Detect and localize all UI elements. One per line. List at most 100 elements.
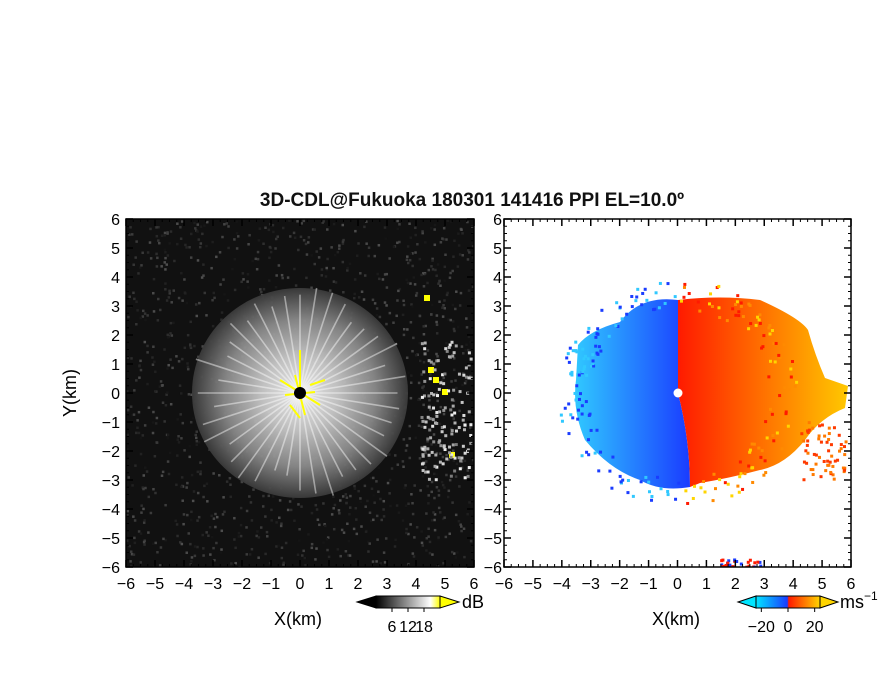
y-tick-label: −2 [484, 444, 502, 461]
noise-pixel [180, 476, 184, 479]
noise-pixel [436, 355, 439, 358]
noise-pixel [147, 531, 150, 534]
noise-pixel [155, 226, 158, 229]
noise-pixel [155, 234, 159, 238]
noise-pixel [451, 269, 454, 273]
noise-pixel [433, 518, 436, 522]
noise-pixel [147, 495, 151, 499]
velocity-pixel [726, 482, 730, 486]
velocity-pixel [717, 306, 721, 310]
noise-pixel [220, 318, 223, 321]
distant-echo-pixel [444, 434, 448, 438]
colorbar-tick-label: 18 [415, 619, 433, 636]
echo-streak [299, 392, 335, 496]
noise-pixel [259, 526, 263, 529]
noise-pixel [435, 320, 438, 324]
noise-pixel [132, 553, 136, 556]
noise-pixel [347, 554, 350, 557]
velocity-far-pixel [843, 453, 847, 457]
distant-echo-pixel [429, 391, 433, 395]
noise-pixel [196, 519, 199, 522]
noise-pixel [172, 289, 176, 292]
velocity-far-pixel [831, 464, 835, 468]
noise-pixel [222, 278, 225, 281]
noise-pixel [457, 244, 461, 247]
velocity-pixel [575, 384, 579, 388]
distant-echo-pixel [442, 445, 446, 449]
noise-pixel [186, 333, 190, 337]
noise-pixel [436, 399, 439, 403]
velocity-pixel [650, 494, 654, 498]
noise-pixel [127, 476, 130, 479]
velocity-pixel [568, 346, 572, 350]
echo-streak [299, 328, 365, 394]
velocity-pixel [595, 428, 599, 432]
noise-pixel [266, 535, 269, 538]
noise-pixel [152, 277, 156, 281]
velocity-pixel [747, 327, 751, 331]
noise-pixel [447, 458, 450, 462]
noise-pixel [149, 227, 152, 231]
velocity-pixel [574, 340, 578, 344]
noise-pixel [302, 239, 306, 242]
velocity-pixel [682, 295, 686, 299]
noise-pixel [138, 376, 141, 379]
noise-pixel [185, 486, 188, 489]
distant-echo-pixel [437, 387, 441, 391]
noise-pixel [385, 304, 388, 307]
velocity-far-pixel [805, 443, 809, 447]
echo-streak [203, 392, 301, 443]
echo-streak [286, 392, 301, 476]
velocity-pixel [709, 292, 713, 296]
noise-pixel [196, 223, 200, 226]
noise-pixel [437, 494, 441, 497]
noise-pixel [445, 473, 448, 477]
velocity-pixel [784, 410, 788, 414]
velocity-pixel [769, 407, 773, 411]
velocity-far-pixel [807, 421, 811, 425]
x-tick-label: 0 [296, 576, 305, 593]
x-tick-label: −5 [524, 576, 542, 593]
noise-pixel [348, 262, 352, 266]
noise-pixel [464, 379, 468, 383]
noise-pixel [449, 220, 453, 223]
noise-pixel [332, 527, 336, 531]
noise-pixel [357, 489, 360, 493]
noise-pixel [297, 503, 300, 506]
noise-pixel [203, 291, 207, 295]
velocity-pixel [730, 494, 734, 498]
y-tick-label: 5 [493, 241, 502, 258]
noise-pixel [288, 219, 291, 222]
noise-pixel [439, 405, 443, 409]
noise-pixel [354, 229, 357, 233]
noise-pixel [409, 396, 413, 400]
noise-pixel [448, 276, 452, 279]
noise-pixel [136, 419, 139, 422]
velocity-far-pixel [809, 468, 813, 472]
noise-pixel [416, 243, 419, 246]
noise-pixel [411, 512, 415, 516]
noise-pixel [212, 546, 215, 550]
velocity-far-pixel [805, 461, 809, 465]
noise-pixel [326, 548, 329, 552]
velocity-pixel [684, 489, 688, 493]
noise-pixel [223, 223, 226, 226]
velocity-pixel [625, 312, 629, 316]
noise-pixel [402, 299, 405, 303]
distant-echo-pixel [458, 467, 462, 471]
x-tick-label: −4 [553, 576, 571, 593]
noise-pixel [126, 509, 130, 513]
noise-pixel [183, 291, 187, 294]
noise-pixel [413, 536, 416, 539]
velocity-bottom-pixel [721, 564, 725, 567]
noise-pixel [443, 279, 446, 282]
y-tick-label: −2 [102, 444, 120, 461]
noise-pixel [371, 560, 375, 563]
velocity-pixel [723, 481, 727, 485]
noise-pixel [146, 314, 149, 317]
velocity-colorbar-min-arrow [736, 595, 757, 609]
noise-pixel [203, 224, 206, 227]
noise-pixel [466, 512, 469, 516]
noise-pixel [408, 222, 411, 225]
velocity-pixel [596, 327, 600, 331]
